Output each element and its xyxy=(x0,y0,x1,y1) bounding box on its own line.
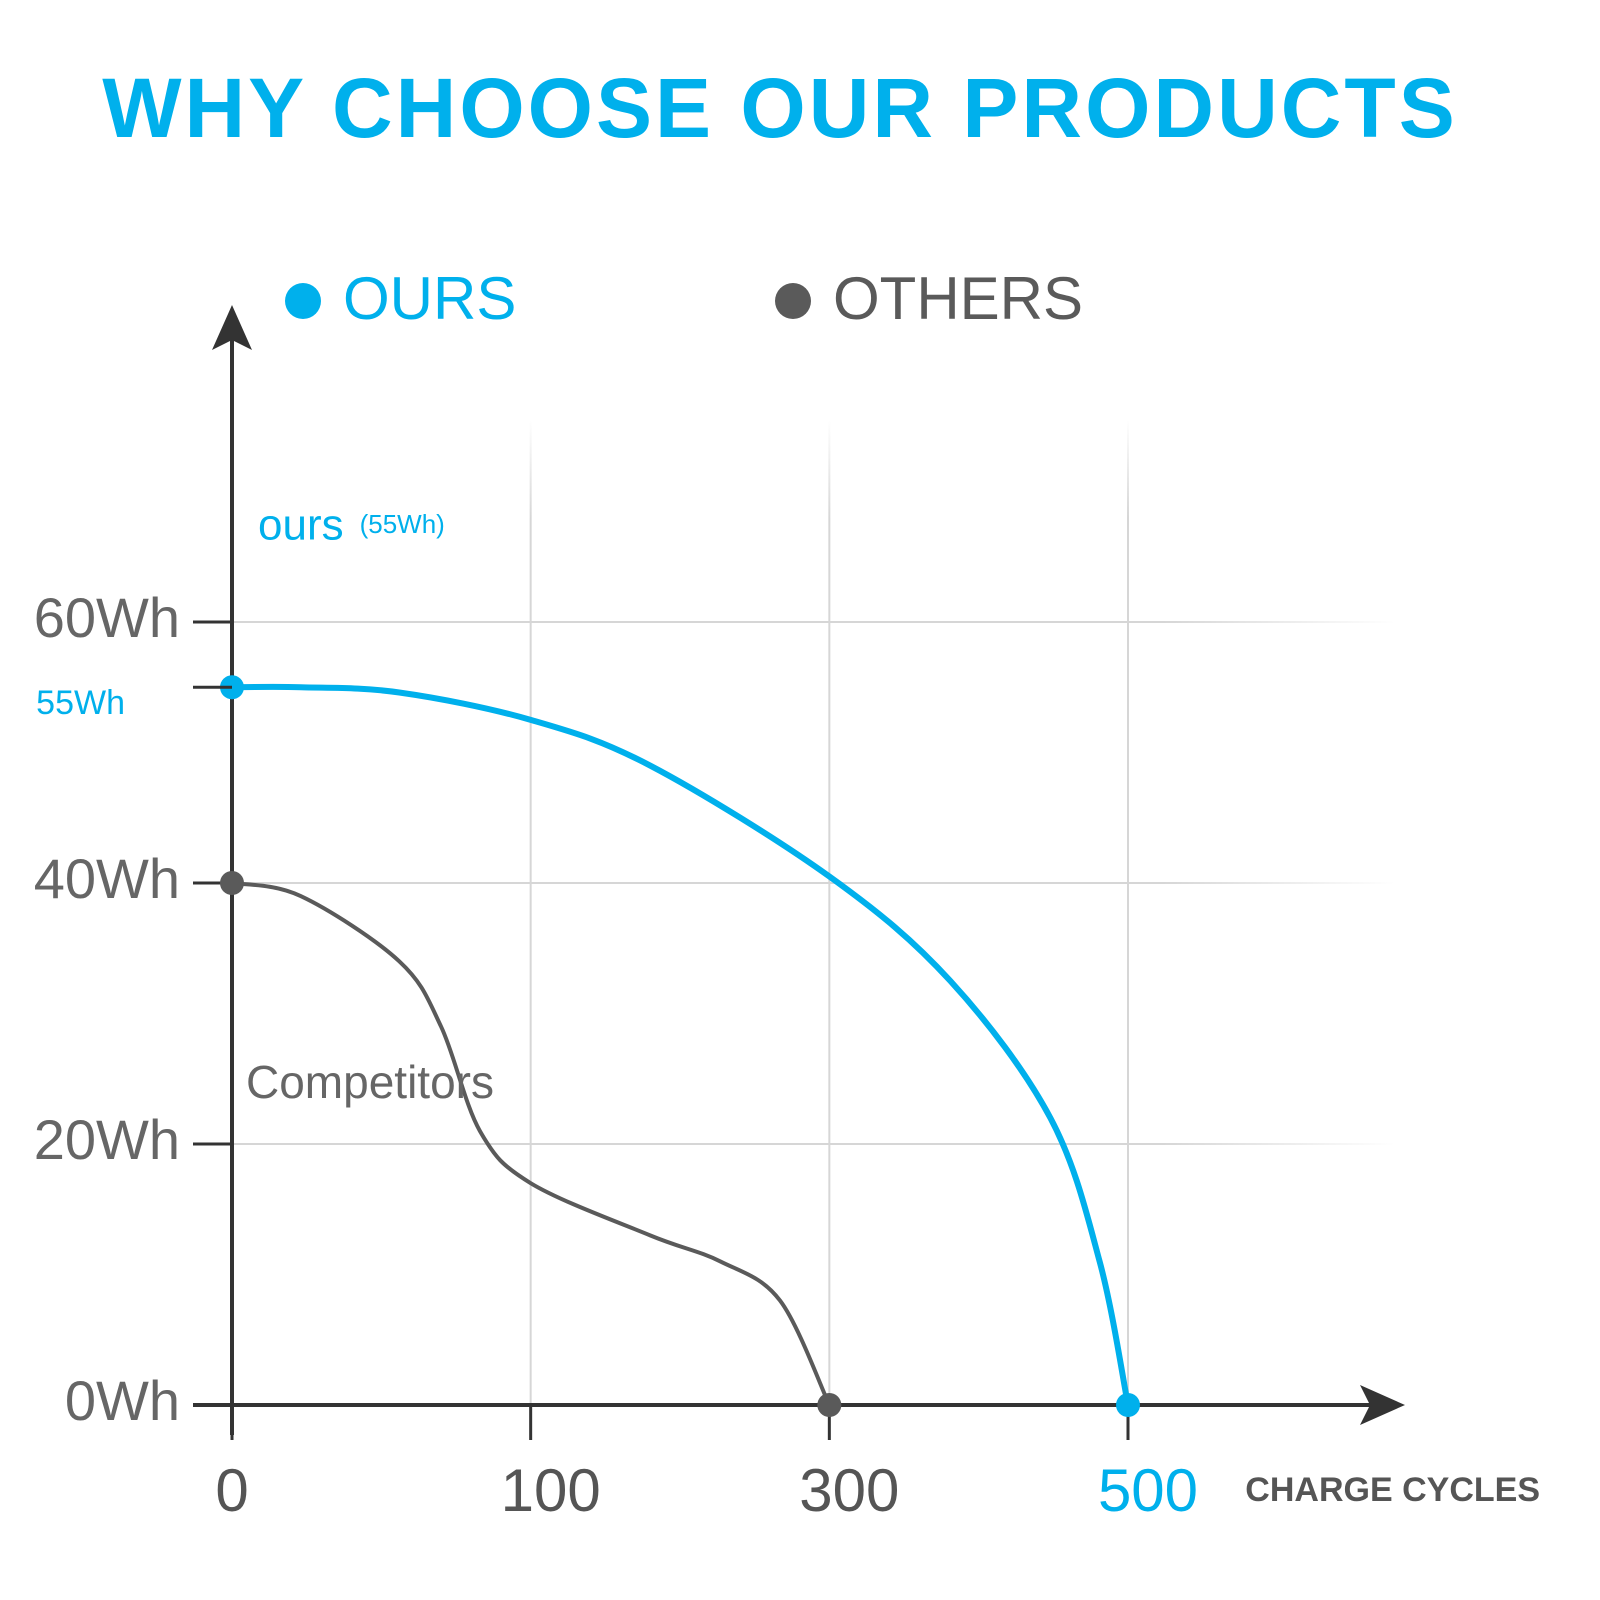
series-line xyxy=(231,881,832,1406)
y-tick-label: 40Wh xyxy=(34,847,180,910)
x-tick-label: 100 xyxy=(501,1457,601,1524)
grid-line xyxy=(232,1143,1395,1145)
legend-label: OURS xyxy=(343,265,516,332)
x-tick-label: 300 xyxy=(799,1457,899,1524)
grid-line xyxy=(1127,420,1129,1405)
grid-line xyxy=(232,882,1395,884)
y-tick-label: 0Wh xyxy=(65,1369,180,1432)
x-axis-label: CHARGE CYCLES xyxy=(1245,1471,1540,1509)
legend-marker xyxy=(775,283,811,319)
legend-label: OTHERS xyxy=(833,265,1083,332)
legend-marker xyxy=(285,283,321,319)
endpoint-marker xyxy=(220,871,244,895)
chart-title: WHY CHOOSE OUR PRODUCTS xyxy=(102,61,1458,155)
y-tick-label: 20Wh xyxy=(34,1108,180,1171)
grid-line xyxy=(232,621,1395,623)
annotation-note: (55Wh) xyxy=(360,509,445,539)
x-tick-label: 0 xyxy=(215,1457,248,1524)
annotation: ours xyxy=(258,501,344,550)
value-label: 55Wh xyxy=(36,684,125,722)
endpoint-marker xyxy=(1116,1393,1140,1417)
grid-line xyxy=(529,420,532,1405)
x-tick-label: 500 xyxy=(1098,1457,1198,1524)
series-line xyxy=(231,683,1131,1406)
endpoint-marker xyxy=(817,1393,842,1417)
x-axis-arrow xyxy=(1360,1385,1405,1425)
y-tick-label: 60Wh xyxy=(34,586,180,649)
grid-line xyxy=(828,420,831,1405)
annotation: Competitors xyxy=(246,1056,494,1108)
y-axis-arrow xyxy=(212,305,252,350)
